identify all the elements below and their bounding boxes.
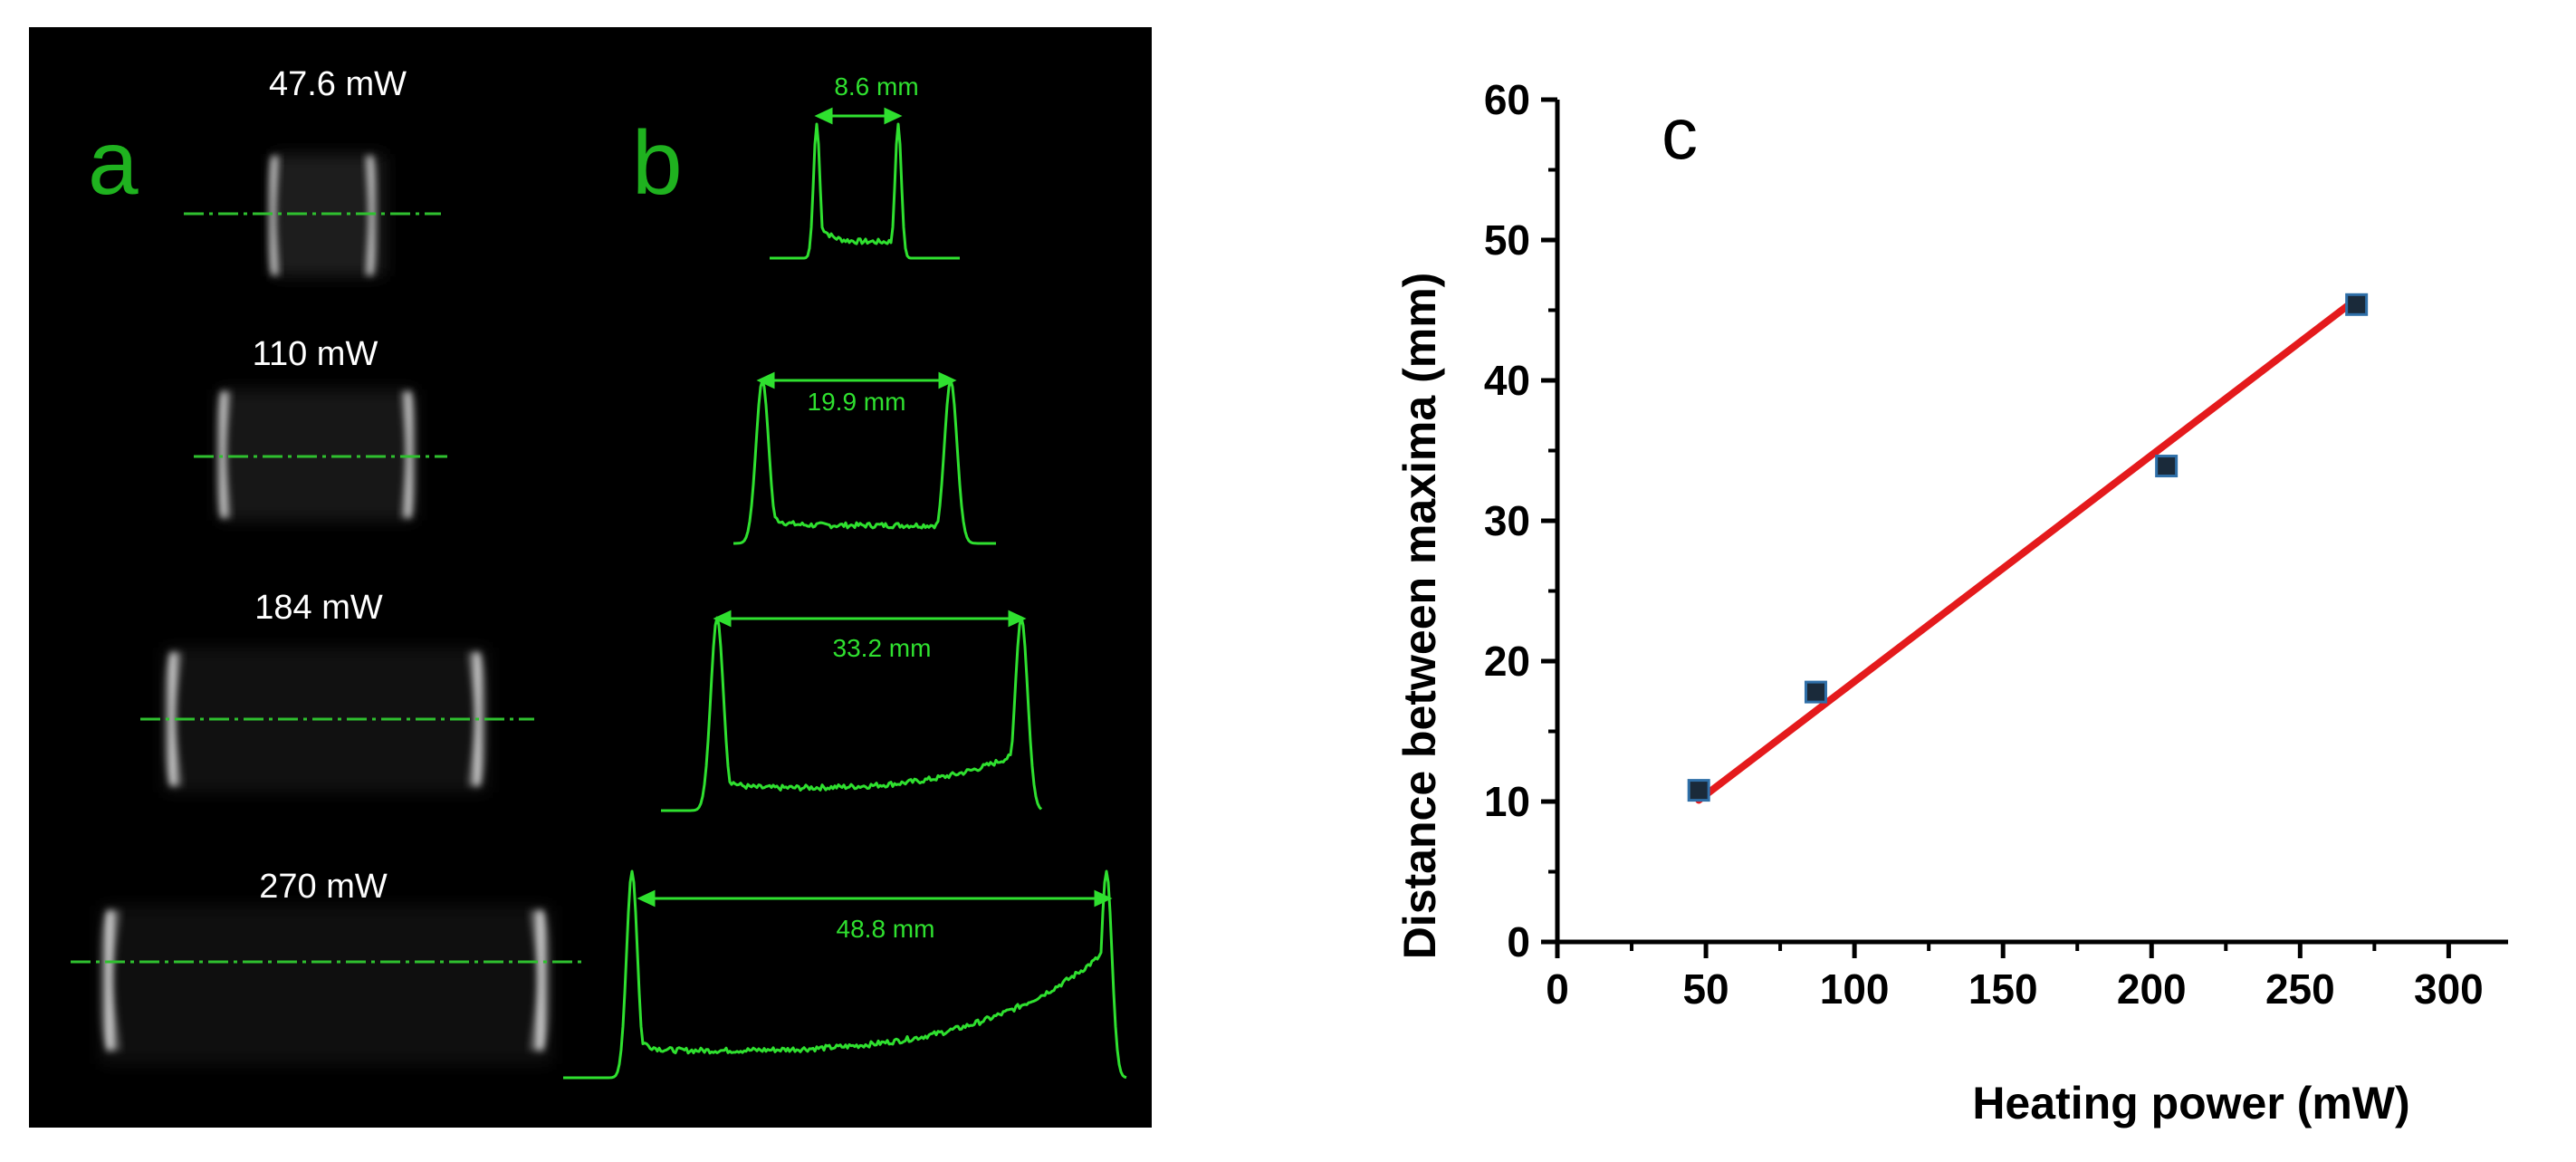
y-tick-label: 30 — [1484, 497, 1530, 544]
width-label-1: 8.6 mm — [834, 72, 919, 101]
data-point — [1687, 779, 1710, 802]
data-point — [2345, 293, 2369, 316]
x-tick-label: 200 — [2117, 965, 2187, 1013]
profile-trace-4 — [563, 869, 1127, 1080]
profile-trace-1 — [770, 122, 960, 260]
x-tick-label: 300 — [2414, 965, 2484, 1013]
fit-line-group — [1695, 295, 2361, 804]
y-axis-label: Distance between maxima (mm) — [1394, 273, 1445, 960]
panel-b-letter: b — [632, 112, 683, 214]
beam-image-1 — [184, 154, 441, 276]
chart-axes: 0 10 20 30 40 50 60 0 50 100 150 200 250 300 — [1484, 76, 2508, 1013]
y-tick-label: 10 — [1484, 778, 1530, 825]
profile-trace-2 — [733, 379, 996, 545]
x-tick-label: 100 — [1820, 965, 1890, 1013]
width-label-3: 33.2 mm — [832, 634, 932, 662]
panel-a-letter: a — [88, 112, 139, 214]
data-points — [1687, 293, 2369, 802]
width-label-4: 48.8 mm — [836, 915, 935, 943]
chart-c: c 0 10 20 30 40 50 60 0 50 100 150 200 250 300 Heatin… — [1394, 76, 2508, 1128]
profile-trace-3 — [661, 616, 1043, 812]
beam-image-4 — [71, 906, 584, 1064]
y-tick-label: 20 — [1484, 638, 1530, 685]
fit-line — [1695, 295, 2361, 804]
x-axis-label: Heating power (mW) — [1972, 1078, 2409, 1128]
intensity-profiles — [563, 122, 1127, 1080]
power-label-3: 184 mW — [254, 589, 383, 627]
width-label-2: 19.9 mm — [807, 388, 906, 416]
y-tick-label: 50 — [1484, 216, 1530, 264]
width-arrows — [637, 107, 1113, 908]
x-tick-label: 150 — [1968, 965, 2038, 1013]
beam-image-3 — [140, 648, 534, 792]
panel-c-letter: c — [1661, 93, 1698, 174]
x-tick-label: 250 — [2265, 965, 2335, 1013]
y-tick-label: 0 — [1507, 918, 1530, 965]
data-point — [1804, 680, 1827, 704]
x-tick-label: 0 — [1546, 965, 1569, 1013]
beam-image-2 — [194, 389, 447, 521]
y-tick-label: 60 — [1484, 76, 1530, 123]
x-tick-label: 50 — [1682, 965, 1729, 1013]
power-label-2: 110 mW — [252, 335, 378, 373]
data-point — [2155, 455, 2179, 478]
beam-images-and-profiles — [71, 107, 1127, 1080]
power-label-4: 270 mW — [259, 868, 388, 906]
y-tick-label: 40 — [1484, 357, 1530, 404]
power-label-1: 47.6 mW — [268, 65, 407, 103]
